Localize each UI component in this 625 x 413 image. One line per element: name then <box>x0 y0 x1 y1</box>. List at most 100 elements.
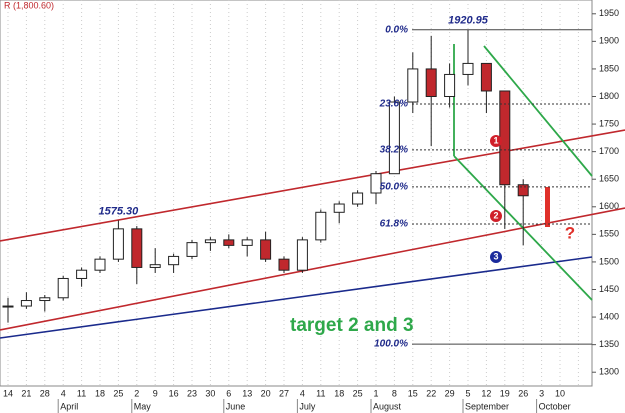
candle-body <box>39 297 51 302</box>
x-tick-label: 6 <box>226 388 231 398</box>
candle-body <box>480 62 492 92</box>
candle-body <box>296 239 308 271</box>
candle-body <box>462 62 474 75</box>
x-tick-label: 18 <box>95 388 105 398</box>
x-tick-label: 19 <box>500 388 510 398</box>
candle-body <box>388 101 400 175</box>
marker-3 <box>490 251 502 263</box>
x-tick-label: 25 <box>353 388 363 398</box>
x-tick-label: 15 <box>408 388 418 398</box>
fib-label: 50.0% <box>380 182 408 193</box>
candle-body <box>131 228 143 268</box>
x-tick-label: 25 <box>113 388 123 398</box>
candle-body <box>57 277 69 299</box>
candle-body <box>76 269 88 279</box>
y-tick-label: 1550 <box>599 229 619 239</box>
candle-body <box>333 203 345 213</box>
y-tick-label: 1850 <box>599 63 619 73</box>
candle-body <box>241 239 253 246</box>
candle-body <box>260 239 272 260</box>
fib-label: 23.6% <box>379 99 408 110</box>
x-tick-label: 3 <box>539 388 544 398</box>
chart-title: R (1,800.60) <box>4 0 54 10</box>
candle-body <box>20 300 32 307</box>
x-tick-label: 8 <box>392 388 397 398</box>
fib-label: 100.0% <box>374 339 408 350</box>
x-tick-label: 23 <box>187 388 197 398</box>
target-marker <box>545 187 550 227</box>
candle-body <box>517 184 529 197</box>
price-label: 1920.95 <box>448 15 489 27</box>
x-tick-label: 28 <box>40 388 50 398</box>
x-tick-label: 1 <box>373 388 378 398</box>
x-tick-label: 22 <box>426 388 436 398</box>
x-tick-label: 10 <box>555 388 565 398</box>
candle-body <box>223 239 235 246</box>
annotation: ? <box>565 223 575 242</box>
channel-lower <box>0 207 625 331</box>
y-tick-label: 1350 <box>599 339 619 349</box>
candle-body <box>352 192 364 205</box>
annotation: 1 <box>493 135 498 145</box>
candle-body <box>407 68 419 103</box>
x-tick-label: 18 <box>334 388 344 398</box>
x-tick-label: 12 <box>481 388 491 398</box>
channel-green-upper <box>483 45 593 177</box>
month-label: April <box>60 401 78 411</box>
marker-1 <box>490 135 502 147</box>
month-label: June <box>226 401 246 411</box>
y-tick-label: 1900 <box>599 36 619 46</box>
x-tick-label: 27 <box>279 388 289 398</box>
candle-body <box>94 258 106 271</box>
x-tick-label: 20 <box>261 388 271 398</box>
candle-body <box>425 68 437 98</box>
candle-body <box>370 173 382 194</box>
y-tick-label: 1500 <box>599 256 619 266</box>
candle-body <box>204 239 216 244</box>
plot-area <box>0 0 593 387</box>
candle-body <box>112 228 124 260</box>
x-tick-label: 21 <box>21 388 31 398</box>
candle-body <box>278 258 290 271</box>
y-tick-label: 1400 <box>599 311 619 321</box>
month-label: August <box>373 401 402 411</box>
x-tick-label: 5 <box>465 388 470 398</box>
fib-label: 61.8% <box>380 219 408 230</box>
x-tick-label: 9 <box>153 388 158 398</box>
y-tick-label: 1750 <box>599 118 619 128</box>
annotation: 2 <box>493 210 498 220</box>
x-tick-label: 29 <box>445 388 455 398</box>
candle-body <box>444 73 456 97</box>
y-tick-label: 1450 <box>599 284 619 294</box>
fib-label: 38.2% <box>380 145 408 156</box>
month-label: July <box>299 401 316 411</box>
x-tick-label: 13 <box>242 388 252 398</box>
candle-body <box>168 255 180 266</box>
support-line <box>0 256 593 339</box>
candle-body <box>186 242 198 257</box>
candle-body <box>315 211 327 241</box>
y-tick-label: 1600 <box>599 201 619 211</box>
month-label: September <box>465 401 509 411</box>
y-tick-label: 1650 <box>599 174 619 184</box>
x-tick-label: 30 <box>205 388 215 398</box>
x-tick-label: 26 <box>518 388 528 398</box>
x-tick-label: 11 <box>316 388 325 398</box>
x-tick-label: 16 <box>169 388 179 398</box>
x-tick-label: 14 <box>3 388 13 398</box>
x-tick-label: 4 <box>61 388 66 398</box>
candle-body <box>499 90 511 186</box>
y-tick-label: 1800 <box>599 91 619 101</box>
fib-label: 0.0% <box>385 24 408 35</box>
x-tick-label: 2 <box>134 388 139 398</box>
annotation: target 2 and 3 <box>290 315 414 336</box>
y-tick-label: 1950 <box>599 8 619 18</box>
candle-body <box>149 264 161 268</box>
candle-body <box>2 305 14 308</box>
x-tick-label: 11 <box>77 388 86 398</box>
month-label: May <box>134 401 152 411</box>
y-tick-label: 1300 <box>599 367 619 377</box>
month-label: October <box>539 401 571 411</box>
annotation: 3 <box>493 251 498 261</box>
